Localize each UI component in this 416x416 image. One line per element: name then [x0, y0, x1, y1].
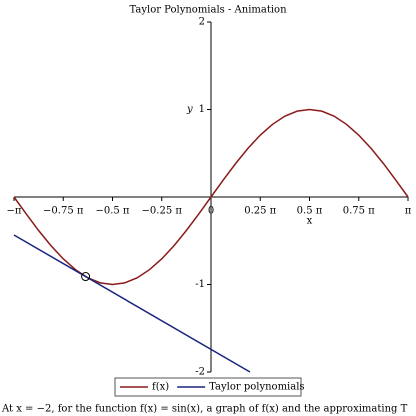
- caption: At x = −2, for the function f(x) = sin(x…: [1, 404, 408, 415]
- y-tick-label: 2: [199, 17, 205, 28]
- legend-label: f(x): [152, 382, 169, 393]
- x-axis-label: x: [307, 216, 313, 227]
- y-axis-label: y: [186, 104, 193, 115]
- chart-title: Taylor Polynomials - Animation: [129, 5, 287, 16]
- x-tick-label: −0.75 π: [43, 206, 84, 217]
- x-tick-label: π: [405, 206, 412, 217]
- x-tick-label: 0.75 π: [343, 206, 375, 217]
- y-tick-label: -2: [195, 367, 205, 378]
- legend-box: [114, 377, 302, 397]
- point-marker: [81, 272, 91, 282]
- legend-label: Taylor polynomials: [209, 382, 304, 393]
- x-tick-label: −0.25 π: [142, 206, 183, 217]
- y-tick-label: 1: [199, 104, 205, 115]
- x-tick-label: 0.5 π: [297, 206, 323, 217]
- series-line: [13, 234, 251, 373]
- x-tick-label: −0.5 π: [95, 206, 129, 217]
- x-tick-label: 0.25 π: [244, 206, 276, 217]
- x-tick-label: 0: [208, 206, 214, 217]
- y-tick-label: -1: [195, 279, 205, 290]
- x-tick-label: −π: [7, 206, 22, 217]
